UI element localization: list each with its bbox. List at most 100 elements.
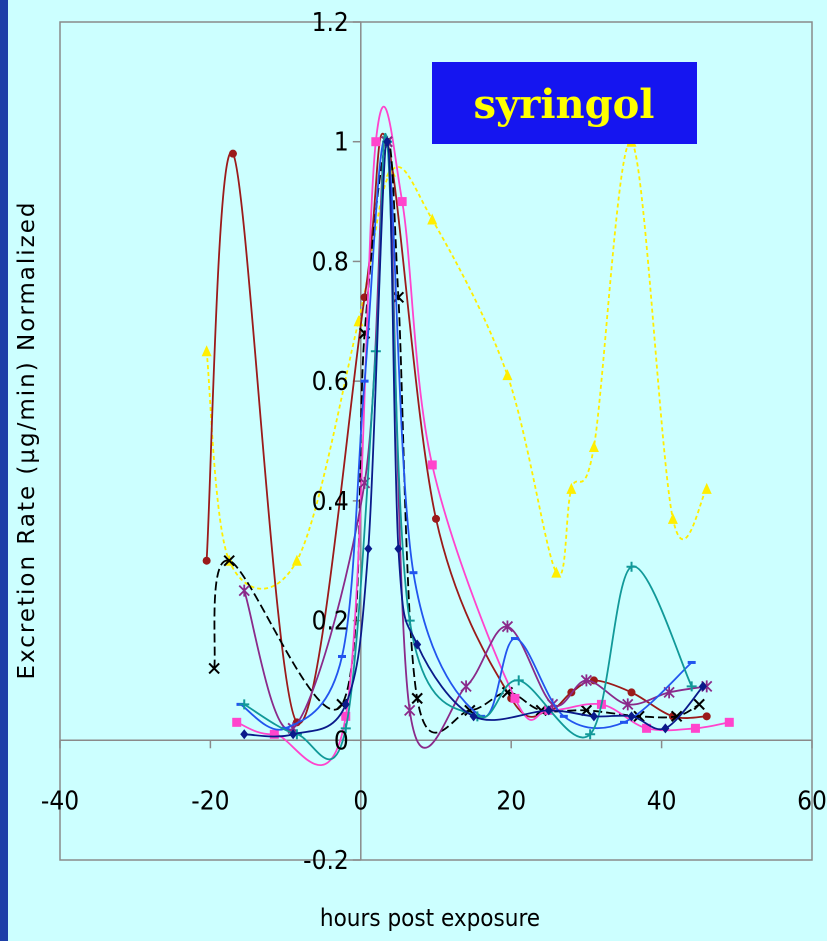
data-point: [589, 711, 598, 722]
data-point: [580, 674, 593, 687]
series-3: [208, 136, 705, 734]
data-point: [238, 584, 250, 597]
data-point: [513, 675, 524, 686]
data-point: [269, 729, 279, 739]
chart-title: syringol: [474, 81, 655, 128]
data-point: [585, 729, 596, 740]
data-point: [239, 699, 250, 710]
data-point: [427, 213, 438, 225]
x-tick-label: -40: [41, 786, 79, 816]
data-point: [411, 692, 423, 705]
data-point: [232, 717, 242, 727]
data-point: [201, 345, 212, 357]
data-point: [240, 729, 249, 740]
data-point: [397, 197, 407, 207]
data-point: [698, 681, 707, 692]
data-point: [633, 710, 645, 723]
series-line: [205, 132, 707, 725]
series-line: [244, 140, 704, 738]
data-point: [626, 561, 637, 572]
data-point: [291, 554, 302, 566]
data-point: [670, 710, 683, 723]
data-point: [510, 637, 519, 641]
data-point: [289, 729, 298, 740]
series-line: [239, 137, 693, 731]
data-point: [469, 711, 478, 722]
data-point: [502, 369, 513, 381]
data-point: [501, 620, 514, 633]
y-tick-label: 0.2: [312, 607, 349, 637]
data-point: [661, 723, 670, 734]
data-point: [427, 460, 437, 470]
series-8: [240, 136, 707, 740]
y-tick-label: 0.8: [312, 247, 349, 277]
data-point: [559, 714, 568, 718]
data-point: [687, 660, 696, 664]
data-point: [338, 654, 346, 658]
series-2: [202, 132, 711, 727]
data-point: [460, 680, 472, 693]
data-point: [228, 149, 237, 158]
plot-area-frame: [59, 21, 813, 861]
data-point: [702, 712, 711, 721]
data-point: [620, 720, 628, 724]
series-layer: [201, 105, 734, 766]
data-point: [701, 482, 712, 494]
data-point: [566, 482, 577, 494]
x-axis-label: hours post exposure: [320, 904, 540, 932]
y-tick-label: -0.2: [303, 846, 349, 876]
data-point: [432, 514, 440, 523]
data-point: [202, 556, 211, 565]
x-tick-label: 0: [353, 786, 368, 816]
series-6: [236, 137, 696, 731]
data-point: [383, 136, 392, 147]
series-1: [201, 135, 712, 590]
data-point: [588, 440, 599, 452]
data-point: [371, 137, 381, 147]
series-line: [205, 140, 708, 590]
tick-labels: -0.200.20.40.60.811.2-40 -20 0 20 40 60: [41, 8, 827, 876]
x-tick-label: 20: [496, 786, 526, 816]
data-point: [208, 662, 220, 675]
x-tick-label: -20: [191, 786, 229, 816]
data-point: [413, 639, 422, 650]
title-box: syringol: [432, 62, 697, 144]
series-line: [213, 140, 700, 734]
y-tick-label: 0.4: [312, 487, 349, 517]
data-point: [364, 543, 373, 554]
data-point: [341, 711, 351, 721]
data-point: [551, 566, 562, 578]
y-tick-label: 1.2: [312, 8, 349, 38]
x-tick-label: 40: [647, 786, 677, 816]
data-point: [409, 571, 418, 575]
slide-background: [8, 0, 827, 941]
data-point: [394, 543, 403, 554]
data-point: [341, 699, 350, 710]
series-5: [238, 135, 713, 749]
data-point: [223, 555, 235, 567]
x-tick-label: 60: [797, 786, 827, 816]
data-point: [686, 681, 697, 692]
data-point: [690, 723, 700, 733]
data-point: [627, 711, 636, 722]
data-point: [642, 723, 652, 733]
data-point: [622, 698, 634, 711]
data-point: [404, 704, 416, 717]
data-point: [693, 698, 705, 711]
data-point: [724, 717, 734, 727]
data-point: [340, 723, 351, 734]
y-tick-label: 0.6: [312, 367, 349, 397]
data-point: [510, 693, 520, 703]
data-point: [544, 705, 553, 716]
y-tick-label: 1: [334, 128, 349, 158]
series-4: [232, 105, 734, 766]
data-point: [580, 704, 593, 717]
data-point: [667, 512, 678, 524]
data-point: [281, 726, 290, 730]
y-tick-label: 0: [334, 726, 349, 756]
series-line: [243, 137, 707, 749]
y-axis-label: Excretion Rate (µg/min) Normalized: [14, 201, 40, 680]
data-point: [370, 346, 381, 357]
